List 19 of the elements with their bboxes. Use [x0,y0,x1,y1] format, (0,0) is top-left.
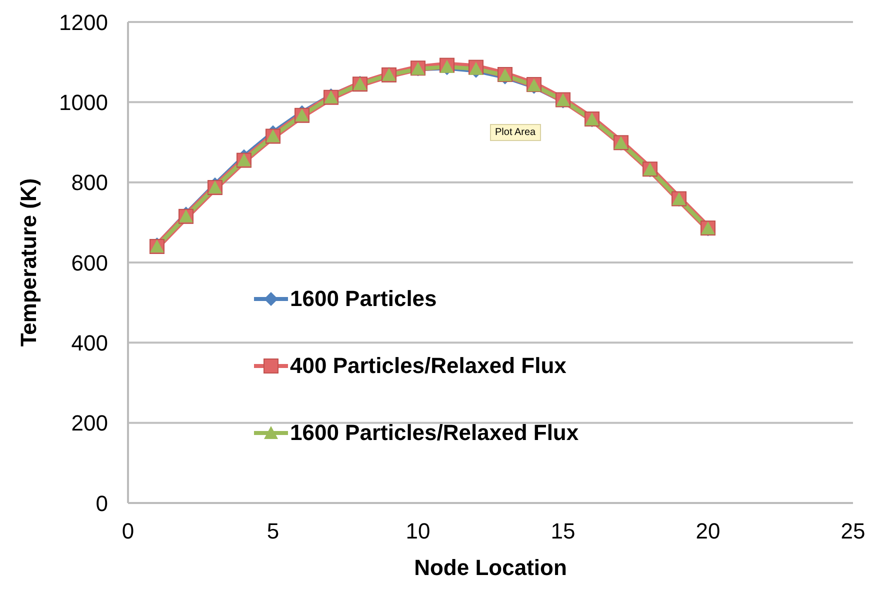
legend-label: 1600 Particles/Relaxed Flux [290,420,579,446]
y-tick-label: 0 [96,490,108,516]
legend-label: 400 Particles/Relaxed Flux [290,353,566,379]
y-tick-label: 400 [71,330,108,356]
x-tick-label: 20 [696,518,720,544]
x-tick-label: 5 [266,518,280,544]
y-tick-label: 1000 [59,90,108,115]
y-axis-title: Temperature (K) [16,178,41,347]
y-tick-label: 600 [71,250,108,276]
x-tick-label: 25 [840,518,866,544]
y-tick-label: 800 [71,170,108,196]
x-tick-label: 0 [122,518,134,544]
y-tick-label: 1200 [59,10,108,35]
x-tick-label: 10 [406,518,430,544]
legend-label: 1600 Particles [290,286,437,312]
x-tick-label: 15 [550,518,576,544]
y-tick-label: 200 [71,410,108,436]
annotation: Plot Area [490,124,541,141]
x-axis-title: Node Location [414,555,567,580]
